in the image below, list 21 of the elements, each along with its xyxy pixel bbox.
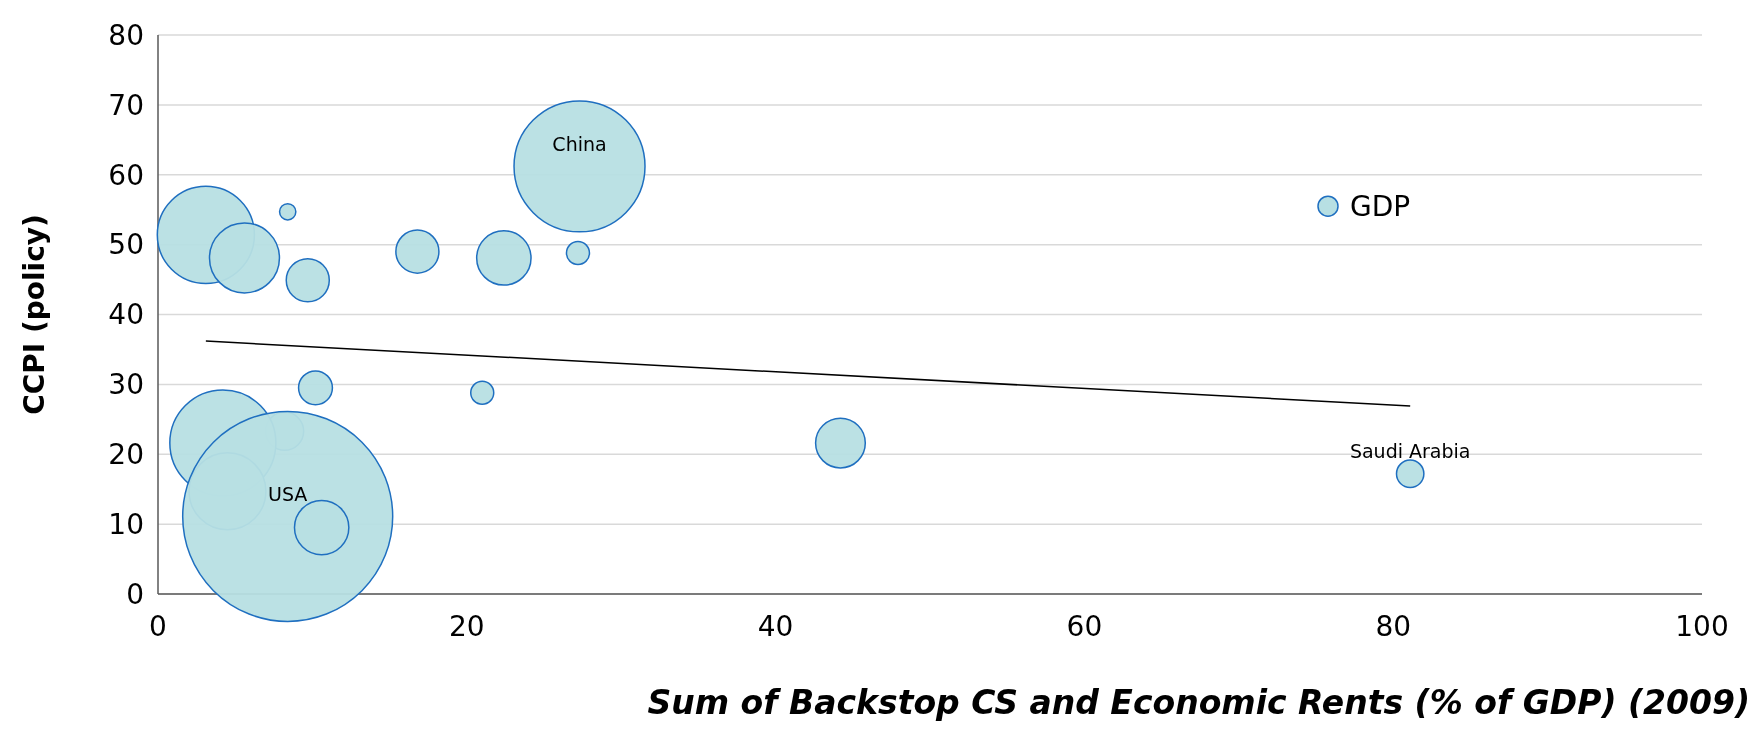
y-tick-label: 40 xyxy=(108,298,144,332)
x-tick-label: 40 xyxy=(757,610,794,643)
y-axis-title: CCPI (policy) xyxy=(18,214,51,415)
annotation: Saudi Arabia xyxy=(1349,440,1471,463)
y-tick-label: 0 xyxy=(126,577,144,611)
x-tick-label: 80 xyxy=(1375,610,1412,643)
y-tick-label: 20 xyxy=(108,438,144,472)
y-tick-label: 10 xyxy=(108,507,144,541)
y-tick-label: 60 xyxy=(108,158,144,192)
y-tick-label: 50 xyxy=(108,228,144,262)
y-tick-label: 70 xyxy=(108,88,144,122)
annotation: China xyxy=(552,133,607,156)
x-tick-label: 20 xyxy=(448,610,485,643)
x-tick-label: 60 xyxy=(1066,610,1103,643)
y-tick-label: 80 xyxy=(108,18,144,52)
y-tick-label: 30 xyxy=(108,368,144,402)
x-axis-title: Sum of Backstop CS and Economic Rents (% of GDP) (2009) xyxy=(647,683,1750,722)
x-tick-label: 0 xyxy=(149,610,167,643)
legend-label: GDP xyxy=(1350,189,1411,223)
annotation: USA xyxy=(268,483,308,506)
x-tick-label: 100 xyxy=(1675,610,1729,643)
